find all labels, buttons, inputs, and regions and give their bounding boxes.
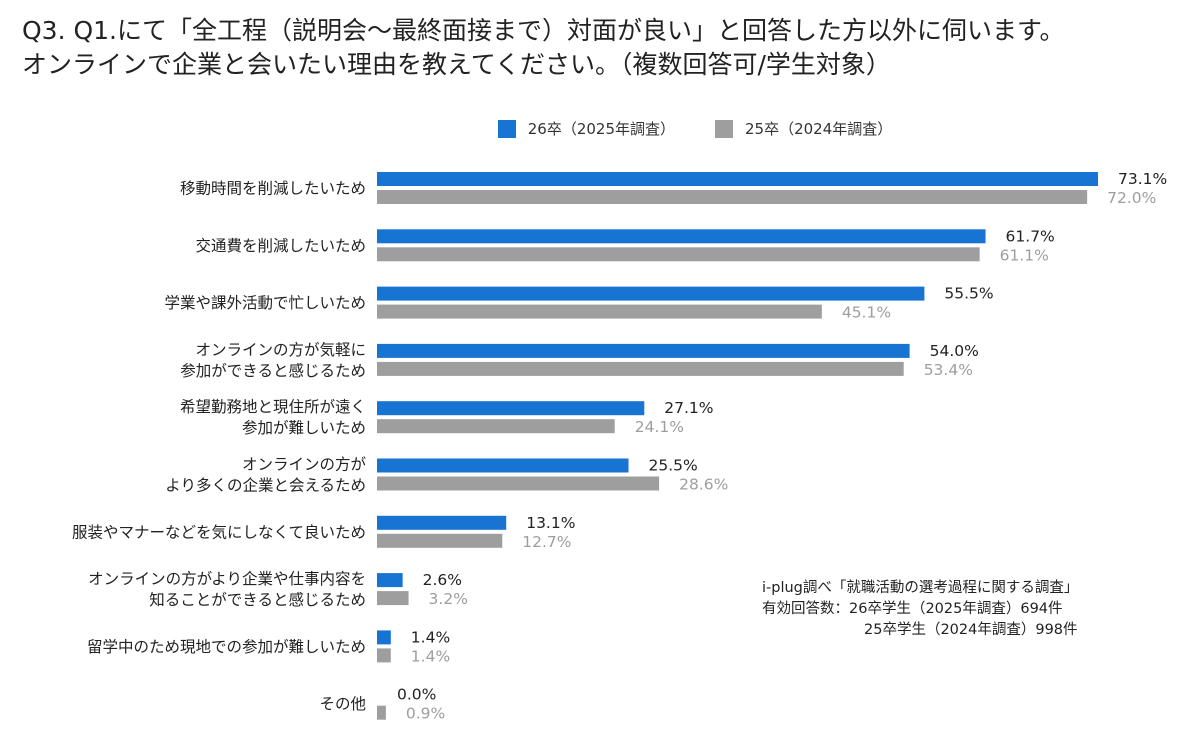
bar-series1: [377, 286, 925, 301]
title-line-2: オンラインで企業と会いたい理由を教えてください。（複数回答可/学生対象）: [22, 50, 891, 79]
value-label-series1: 13.1%: [526, 514, 575, 532]
legend-swatch-series2: [715, 119, 733, 138]
bar-series2: [377, 247, 980, 262]
value-label-series1: 2.6%: [423, 571, 462, 589]
legend-item-series1: 26卒（2025年調査）: [308, 118, 675, 139]
category-label: 希望勤務地と現住所が遠く: [180, 398, 366, 416]
value-label-series1: 27.1%: [664, 399, 713, 417]
bar-series1: [377, 630, 391, 645]
value-label-series1: 55.5%: [944, 285, 993, 303]
value-label-series1: 54.0%: [930, 342, 979, 360]
category-label: より多くの企業と会えるため: [165, 477, 366, 495]
bar-series1: [377, 515, 507, 530]
bar-series1: [377, 573, 403, 588]
category-label: 留学中のため現地での参加が難しいため: [87, 638, 366, 656]
category-label: 参加が難しいため: [242, 419, 366, 437]
value-label-series2: 61.1%: [1000, 246, 1049, 264]
value-label-series2: 12.7%: [522, 533, 571, 551]
category-label: 服装やマナーなどを気にしなくて良いため: [72, 523, 366, 541]
bar-series2: [377, 705, 386, 720]
bar-series1: [377, 401, 645, 416]
value-label-series2: 28.6%: [679, 476, 728, 494]
bar-series2: [377, 361, 904, 376]
category-label: その他: [319, 695, 366, 713]
value-label-series1: 25.5%: [649, 457, 698, 475]
value-label-series1: 0.0%: [397, 686, 436, 704]
category-label: 知ることができると感じるため: [149, 591, 366, 609]
category-label: 移動時間を削減したいため: [180, 180, 366, 198]
legend-item-series2: 25卒（2024年調査）: [715, 118, 892, 139]
source-line-3: 25卒学生（2024年調査）998件: [864, 622, 1078, 638]
category-label: オンラインの方がより企業や仕事内容を: [88, 570, 366, 588]
category-label: オンラインの方が気軽に: [195, 341, 366, 359]
bar-series1: [377, 343, 910, 358]
bar-series2: [377, 476, 660, 491]
bar-series2: [377, 533, 503, 548]
bar-series2: [377, 648, 391, 663]
value-label-series1: 73.1%: [1118, 170, 1167, 188]
legend: 26卒（2025年調査） 25卒（2024年調査）: [0, 118, 1200, 139]
category-label: 参加ができると感じるため: [180, 362, 366, 380]
value-label-series2: 3.2%: [429, 590, 468, 608]
bar-series1: [377, 172, 1098, 186]
value-label-series2: 72.0%: [1107, 189, 1156, 207]
chart-title: Q3. Q1.にて「全工程（説明会～最終面接まで）対面が良い」と回答した方以外に…: [22, 14, 1182, 82]
bar-series1: [377, 229, 986, 244]
title-line-1: Q3. Q1.にて「全工程（説明会～最終面接まで）対面が良い」と回答した方以外に…: [22, 16, 1065, 45]
value-label-series2: 45.1%: [842, 304, 891, 322]
value-label-series2: 1.4%: [411, 647, 450, 665]
legend-label-series1: 26卒（2025年調査）: [527, 120, 675, 138]
bar-series2: [377, 190, 1088, 204]
source-line-2: 有効回答数：26卒学生（2025年調査）694件: [762, 601, 1063, 617]
bar-series2: [377, 419, 615, 434]
legend-label-series2: 25卒（2024年調査）: [745, 120, 893, 138]
legend-swatch-series1: [497, 119, 516, 138]
category-label: 学業や課外活動で忙しいため: [164, 294, 366, 312]
bar-series1: [377, 458, 629, 473]
source-line-1: i-plug調べ「就職活動の選考過程に関する調査」: [762, 580, 1079, 596]
value-label-series2: 0.9%: [406, 705, 445, 723]
category-label: 交通費を削減したいため: [195, 237, 366, 255]
bar-series2: [377, 591, 409, 606]
category-label: オンラインの方が: [242, 456, 367, 474]
value-label-series1: 1.4%: [411, 628, 450, 646]
value-label-series2: 24.1%: [635, 418, 684, 436]
value-label-series2: 53.4%: [924, 361, 973, 379]
value-label-series1: 61.7%: [1006, 227, 1055, 245]
source-note: i-plug調べ「就職活動の選考過程に関する調査」 有効回答数：26卒学生（20…: [762, 578, 1078, 641]
bar-series2: [377, 304, 822, 319]
